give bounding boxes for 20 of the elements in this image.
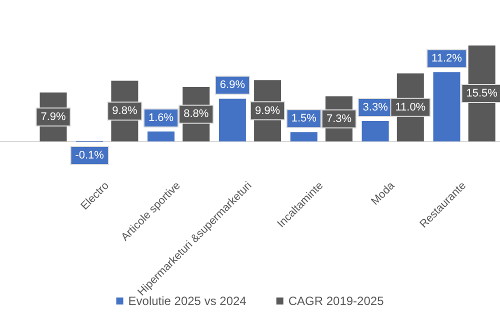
data-label: -0.1% (75, 150, 104, 162)
data-label: 7.9% (40, 110, 66, 123)
data-label: 6.9% (220, 79, 246, 92)
bar (218, 98, 246, 142)
bar (148, 132, 175, 142)
data-label: 9.8% (112, 105, 138, 118)
data-label: 7.3% (326, 112, 352, 125)
legend-label: CAGR 2019-2025 (288, 294, 384, 308)
data-label: 11.2% (432, 52, 462, 65)
bar (433, 72, 460, 142)
data-label: 1.6% (148, 112, 174, 124)
data-label: 11.0% (395, 101, 426, 114)
data-label: 3.3% (362, 102, 388, 114)
data-label: 9.9% (255, 104, 280, 117)
bar (290, 132, 318, 142)
bar (362, 121, 389, 142)
data-label: 8.8% (184, 108, 209, 120)
data-label: 15.5% (466, 87, 498, 100)
data-label: 1.5% (291, 112, 317, 125)
legend-label: Evolutie 2025 vs 2024 (128, 294, 247, 308)
